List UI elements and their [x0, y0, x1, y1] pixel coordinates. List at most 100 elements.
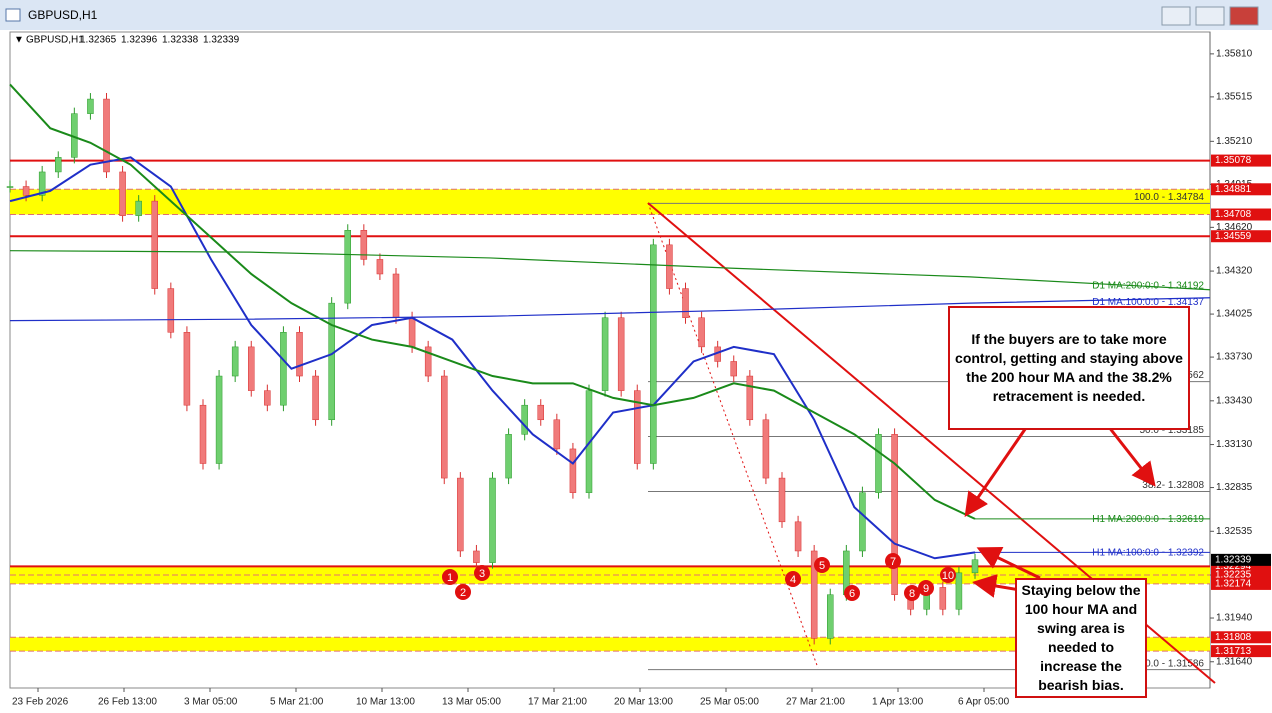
header-low: 1.32338	[162, 35, 199, 46]
price-tag-label: 1.34559	[1215, 231, 1252, 242]
y-tick-label: 1.32535	[1216, 526, 1253, 537]
x-tick-label: 1 Apr 13:00	[872, 697, 924, 708]
ma-value: 1.32392	[1168, 547, 1205, 558]
swing-marker-label: 10	[942, 570, 954, 582]
fib-label: 38.2- 1.32808	[1142, 480, 1204, 491]
y-tick-label: 1.31640	[1216, 656, 1253, 667]
ma-value: 1.32619	[1168, 514, 1205, 525]
title-bar	[0, 0, 1272, 30]
moving-average	[9, 83, 976, 520]
moving-average	[9, 250, 1211, 291]
swing-marker	[940, 567, 956, 583]
candle	[312, 375, 319, 421]
price-tag-label: 1.34881	[1215, 184, 1252, 195]
price-tag-label: 1.32235	[1215, 570, 1252, 581]
support-zone	[10, 189, 1210, 215]
price-tag-label: 1.31808	[1215, 632, 1252, 643]
x-tick-label: 27 Mar 21:00	[786, 697, 845, 708]
candle	[971, 559, 979, 574]
candle	[859, 492, 866, 552]
y-tick-label: 1.35515	[1216, 92, 1253, 103]
ma-label: D1 MA:200:0:0 - 1.34192	[1092, 280, 1204, 291]
swing-marker	[904, 585, 920, 601]
swing-marker-label: 6	[849, 588, 855, 600]
header-high: 1.32396	[121, 35, 158, 46]
candle	[955, 572, 963, 610]
candle	[457, 477, 464, 552]
ma-label: H1 MA:200:0:0 - 1.32619	[1092, 514, 1204, 525]
arrow	[976, 547, 1041, 580]
candle	[151, 200, 158, 289]
candle	[553, 419, 561, 450]
candle	[601, 317, 609, 391]
candle	[296, 332, 303, 377]
candle	[87, 98, 94, 114]
candle	[441, 375, 448, 479]
candle	[167, 288, 175, 333]
plot-layer: 1.358101.355151.352101.349151.346201.343…	[6, 49, 1271, 708]
candle	[424, 346, 432, 377]
price-tag	[1211, 208, 1271, 221]
moving-average	[9, 156, 976, 560]
y-tick-label: 1.34025	[1216, 309, 1253, 320]
candle	[489, 477, 496, 563]
candle	[634, 390, 641, 464]
swing-marker-label: 1	[447, 572, 453, 584]
current-price-label: 1.32339	[1215, 555, 1252, 566]
candle	[231, 346, 239, 377]
y-tick-label: 1.33130	[1216, 439, 1253, 450]
y-tick-label: 1.34620	[1216, 222, 1253, 233]
price-tag-label: 1.32294	[1215, 561, 1252, 572]
y-tick-label: 1.33430	[1216, 395, 1253, 406]
candle	[762, 419, 770, 479]
y-tick-label: 1.33730	[1216, 352, 1253, 363]
close-button[interactable]	[1229, 6, 1259, 26]
candle	[360, 230, 368, 260]
arrow	[1103, 421, 1156, 487]
price-tag	[1211, 183, 1271, 196]
window-title: GBPUSD,H1	[28, 8, 98, 22]
candle	[103, 98, 110, 173]
price-tag	[1211, 230, 1271, 243]
candle	[537, 404, 544, 421]
price-tag	[1211, 154, 1271, 167]
maximize-button[interactable]	[1195, 6, 1225, 26]
candle	[199, 404, 207, 464]
swing-marker-label: 2	[460, 587, 466, 599]
candle	[328, 302, 335, 421]
current-price-tag	[1211, 553, 1271, 566]
ma-value: 1.34192	[1168, 280, 1205, 291]
candle	[698, 317, 705, 348]
swing-marker	[885, 553, 901, 569]
swing-marker	[455, 584, 471, 600]
candle	[650, 244, 657, 464]
fib-label: 33562	[1176, 370, 1204, 381]
candle	[875, 434, 882, 493]
candle	[810, 550, 818, 639]
price-tag	[1211, 645, 1271, 658]
candle	[891, 434, 898, 595]
candle	[22, 186, 30, 196]
candle	[248, 346, 255, 391]
candle	[778, 477, 786, 523]
candle	[280, 332, 287, 406]
candle	[376, 259, 384, 275]
minimize-button[interactable]	[1161, 6, 1191, 26]
fib-label: 0.0 - 1.31586	[1145, 658, 1204, 669]
price-tag-label: 1.31713	[1215, 646, 1252, 657]
swing-marker-label: 8	[909, 588, 915, 600]
candle	[730, 361, 737, 377]
y-tick-label: 1.32835	[1216, 482, 1253, 493]
candle	[183, 332, 191, 406]
swing-marker-label: 3	[479, 568, 485, 580]
swing-marker	[918, 580, 934, 596]
candle	[119, 171, 126, 216]
annotation: Staying below the 100 hour MA and swing …	[1015, 578, 1147, 698]
window-icon	[5, 8, 21, 22]
x-tick-label: 10 Mar 13:00	[356, 697, 415, 708]
candle	[473, 550, 480, 563]
x-tick-label: 3 Mar 05:00	[184, 697, 238, 708]
x-tick-label: 13 Mar 05:00	[442, 697, 501, 708]
